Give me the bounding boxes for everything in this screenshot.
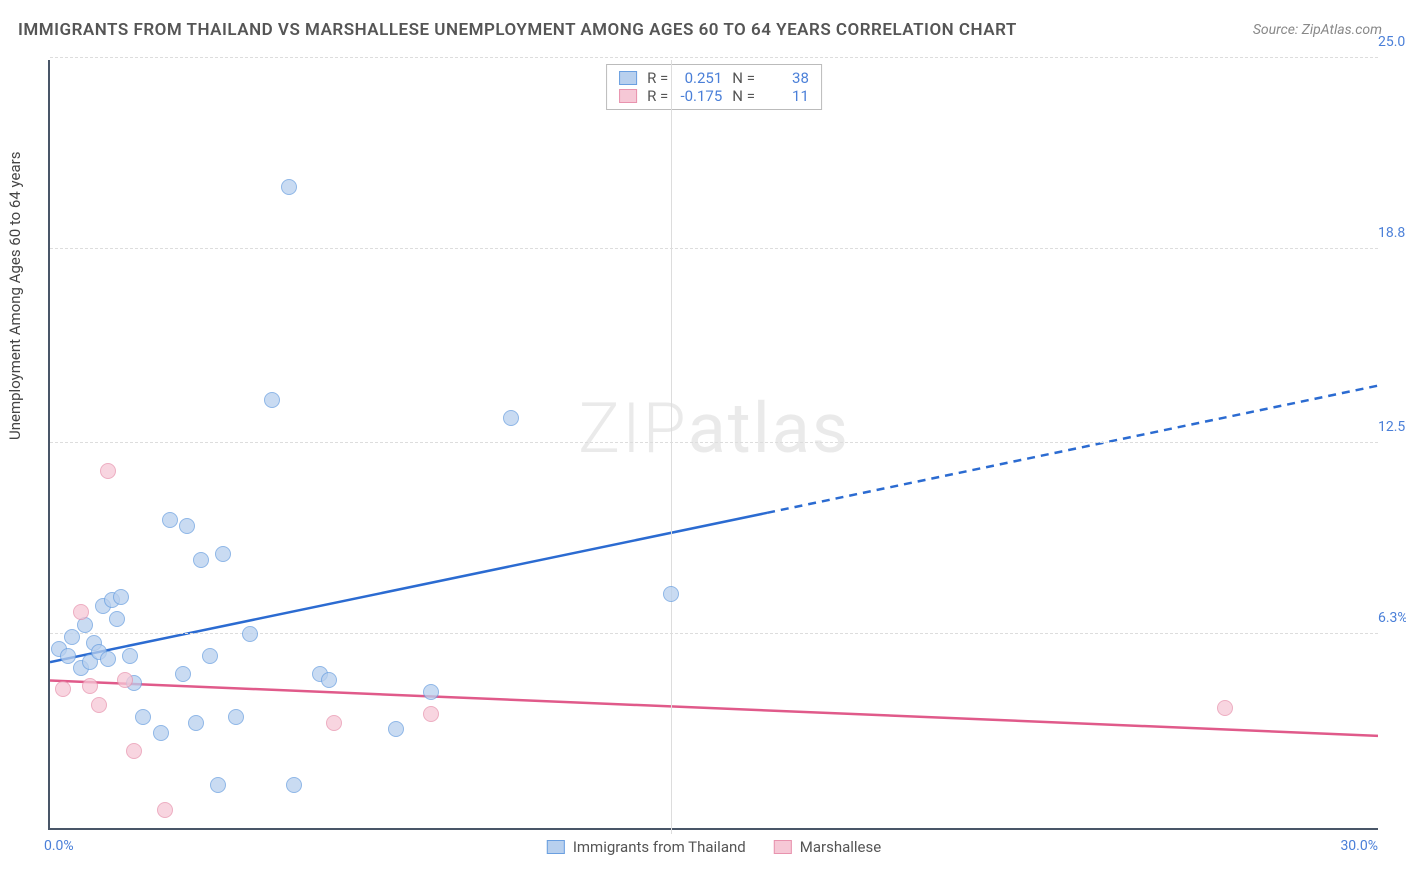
data-point (82, 678, 98, 694)
stat-n-label: N = (732, 69, 755, 87)
y-tick-label: 18.8% (1378, 225, 1406, 241)
data-point (663, 586, 679, 602)
trendline-dashed (767, 386, 1378, 513)
trendlines-svg (50, 60, 1378, 828)
stat-n-value: 11 (765, 87, 809, 105)
source-label: Source: ZipAtlas.com (1253, 22, 1382, 38)
data-point (126, 743, 142, 759)
legend-swatch-icon (547, 840, 565, 854)
legend-item: Marshallese (774, 838, 881, 856)
data-point (100, 651, 116, 667)
data-point (264, 392, 280, 408)
data-point (286, 777, 302, 793)
y-axis-label: Unemployment Among Ages 60 to 64 years (6, 152, 24, 440)
data-point (242, 626, 258, 642)
stat-r-value: 0.251 (678, 69, 722, 87)
data-point (503, 410, 519, 426)
legend-item: Immigrants from Thailand (547, 838, 746, 856)
gridline-v (671, 60, 672, 834)
series-swatch-icon (619, 71, 637, 85)
data-point (157, 802, 173, 818)
data-point (175, 666, 191, 682)
trendline-solid (50, 681, 1378, 736)
stat-r-value: -0.175 (678, 87, 722, 105)
stats-row: R = -0.175 N = 11 (619, 87, 809, 105)
x-origin-tick: 0.0% (44, 838, 74, 854)
chart-container: IMMIGRANTS FROM THAILAND VS MARSHALLESE … (0, 0, 1406, 892)
data-point (122, 648, 138, 664)
stat-n-label: N = (732, 87, 755, 105)
trendline-solid (50, 513, 767, 662)
plot-area: ZIPatlas R = 0.251 N = 38 R = -0.175 N =… (48, 60, 1378, 830)
data-point (388, 721, 404, 737)
data-point (117, 672, 133, 688)
data-point (326, 715, 342, 731)
watermark: ZIPatlas (578, 388, 850, 470)
data-point (281, 179, 297, 195)
data-point (210, 777, 226, 793)
stat-r-label: R = (647, 87, 668, 105)
data-point (202, 648, 218, 664)
data-point (73, 604, 89, 620)
legend-label: Marshallese (800, 838, 881, 856)
bottom-legend: Immigrants from Thailand Marshallese (547, 838, 881, 856)
y-tick-label: 6.3% (1378, 610, 1406, 626)
legend-label: Immigrants from Thailand (573, 838, 746, 856)
data-point (162, 512, 178, 528)
data-point (179, 518, 195, 534)
data-point (60, 648, 76, 664)
data-point (1217, 700, 1233, 716)
stat-n-value: 38 (765, 69, 809, 87)
data-point (228, 709, 244, 725)
data-point (55, 681, 71, 697)
legend-swatch-icon (774, 840, 792, 854)
stat-r-label: R = (647, 69, 668, 87)
correlation-stats-box: R = 0.251 N = 38 R = -0.175 N = 11 (606, 64, 822, 110)
y-tick-label: 25.0% (1378, 34, 1406, 50)
gridline-h (50, 248, 1378, 249)
data-point (188, 715, 204, 731)
y-tick-label: 12.5% (1378, 419, 1406, 435)
x-max-tick: 30.0% (1340, 838, 1378, 854)
data-point (100, 463, 116, 479)
data-point (91, 697, 107, 713)
data-point (135, 709, 151, 725)
data-point (153, 725, 169, 741)
data-point (113, 589, 129, 605)
gridline-h (50, 57, 1378, 58)
data-point (321, 672, 337, 688)
data-point (423, 706, 439, 722)
stats-row: R = 0.251 N = 38 (619, 69, 809, 87)
gridline-h (50, 442, 1378, 443)
data-point (109, 611, 125, 627)
data-point (64, 629, 80, 645)
series-swatch-icon (619, 89, 637, 103)
watermark-part-b: atlas (688, 388, 850, 470)
data-point (193, 552, 209, 568)
data-point (215, 546, 231, 562)
data-point (423, 684, 439, 700)
chart-title: IMMIGRANTS FROM THAILAND VS MARSHALLESE … (18, 20, 1017, 40)
